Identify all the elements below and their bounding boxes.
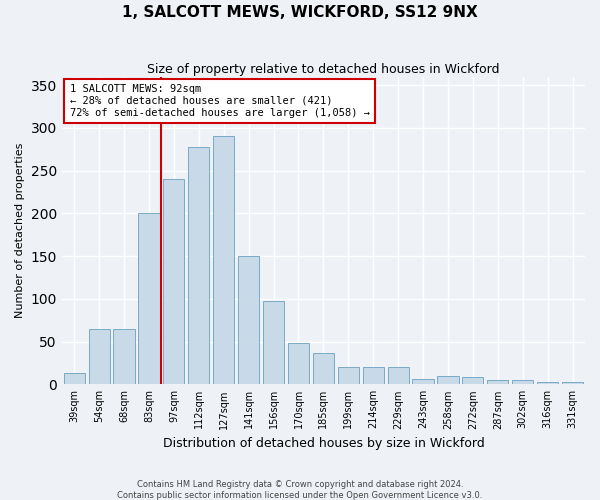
X-axis label: Distribution of detached houses by size in Wickford: Distribution of detached houses by size … xyxy=(163,437,484,450)
Y-axis label: Number of detached properties: Number of detached properties xyxy=(15,143,25,318)
Bar xyxy=(537,382,558,384)
Bar xyxy=(462,376,484,384)
Bar xyxy=(437,376,458,384)
Bar xyxy=(313,352,334,384)
Bar xyxy=(113,329,134,384)
Bar xyxy=(388,367,409,384)
Bar xyxy=(188,146,209,384)
Bar xyxy=(163,179,184,384)
Title: Size of property relative to detached houses in Wickford: Size of property relative to detached ho… xyxy=(147,62,500,76)
Bar xyxy=(338,367,359,384)
Bar xyxy=(562,382,583,384)
Bar xyxy=(512,380,533,384)
Bar xyxy=(487,380,508,384)
Text: 1, SALCOTT MEWS, WICKFORD, SS12 9NX: 1, SALCOTT MEWS, WICKFORD, SS12 9NX xyxy=(122,5,478,20)
Bar xyxy=(213,136,235,384)
Text: 1 SALCOTT MEWS: 92sqm
← 28% of detached houses are smaller (421)
72% of semi-det: 1 SALCOTT MEWS: 92sqm ← 28% of detached … xyxy=(70,84,370,117)
Bar xyxy=(288,344,309,384)
Bar xyxy=(362,367,384,384)
Bar xyxy=(238,256,259,384)
Bar xyxy=(89,329,110,384)
Bar xyxy=(64,373,85,384)
Bar xyxy=(412,379,434,384)
Bar xyxy=(263,300,284,384)
Text: Contains HM Land Registry data © Crown copyright and database right 2024.
Contai: Contains HM Land Registry data © Crown c… xyxy=(118,480,482,500)
Bar xyxy=(139,214,160,384)
